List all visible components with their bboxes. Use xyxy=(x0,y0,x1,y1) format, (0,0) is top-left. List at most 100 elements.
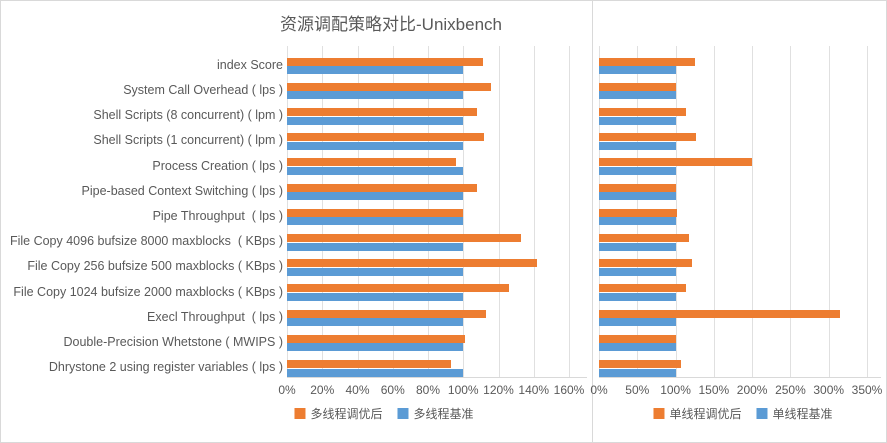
category-label: Process Creation ( lps ) xyxy=(152,158,283,173)
bar-baseline[interactable] xyxy=(599,141,676,150)
category-label: Shell Scripts (8 concurrent) ( lpm ) xyxy=(93,108,283,123)
bar-tuned[interactable] xyxy=(599,183,676,192)
bar-baseline[interactable] xyxy=(287,217,464,226)
bar-baseline[interactable] xyxy=(599,242,676,251)
category-label: File Copy 4096 bufsize 8000 maxblocks ( … xyxy=(9,234,283,249)
bar-baseline[interactable] xyxy=(599,267,676,276)
x-axis-tick-label: 100% xyxy=(447,383,479,397)
gridline xyxy=(790,46,792,377)
x-axis-tick-label: 80% xyxy=(415,383,441,397)
category-label: Double-Precision Whetstone ( MWIPS ) xyxy=(63,334,283,349)
category-label: Pipe Throughput ( lps ) xyxy=(152,208,283,223)
category-label: Shell Scripts (1 concurrent) ( lpm ) xyxy=(93,133,283,148)
legend-label: 单线程调优后 xyxy=(669,407,742,421)
gridline xyxy=(752,46,754,377)
bar-baseline[interactable] xyxy=(599,217,676,226)
gridline xyxy=(713,46,715,377)
x-axis-tick-label: 50% xyxy=(625,383,650,397)
bar-baseline[interactable] xyxy=(287,292,464,301)
gridline xyxy=(463,46,465,377)
bar-baseline[interactable] xyxy=(287,318,464,327)
x-axis-line xyxy=(287,376,587,378)
legend-label: 单线程基准 xyxy=(772,407,833,421)
bar-tuned[interactable] xyxy=(287,284,510,293)
bar-tuned[interactable] xyxy=(287,133,485,142)
bar-baseline[interactable] xyxy=(599,368,676,377)
bar-baseline[interactable] xyxy=(287,242,464,251)
x-axis-tick-label: 0% xyxy=(590,383,608,397)
legend-item[interactable]: 多线程调优后 xyxy=(294,405,383,422)
bar-baseline[interactable] xyxy=(287,267,464,276)
bar-tuned[interactable] xyxy=(599,107,686,116)
bar-tuned[interactable] xyxy=(287,359,451,368)
bar-tuned[interactable] xyxy=(287,208,464,217)
legend-swatch-icon xyxy=(294,408,306,419)
bar-tuned[interactable] xyxy=(599,233,690,242)
bar-baseline[interactable] xyxy=(287,192,464,201)
legend-item[interactable]: 多线程基准 xyxy=(397,405,474,422)
bar-baseline[interactable] xyxy=(599,116,676,125)
x-axis-tick-label: 350% xyxy=(851,383,883,397)
bar-baseline[interactable] xyxy=(599,192,676,201)
x-axis-tick-label: 40% xyxy=(345,383,370,397)
bar-tuned[interactable] xyxy=(287,233,522,242)
legend: 多线程调优后 多线程基准 xyxy=(294,405,474,422)
bar-baseline[interactable] xyxy=(287,116,464,125)
bar-tuned[interactable] xyxy=(599,359,681,368)
x-axis-tick-label: 120% xyxy=(483,383,514,397)
x-axis-tick-label: 20% xyxy=(310,383,335,397)
bar-baseline[interactable] xyxy=(599,318,676,327)
legend: 单线程调优后 单线程基准 xyxy=(653,405,833,422)
bar-baseline[interactable] xyxy=(599,91,676,100)
category-label: Pipe-based Context Switching ( lps ) xyxy=(81,183,283,198)
bar-tuned[interactable] xyxy=(599,334,676,343)
bar-tuned[interactable] xyxy=(287,82,492,91)
bar-baseline[interactable] xyxy=(599,66,676,75)
x-axis-tick-label: 60% xyxy=(380,383,405,397)
legend-label: 多线程基准 xyxy=(413,407,474,421)
legend-swatch-icon xyxy=(653,408,665,419)
bar-tuned[interactable] xyxy=(599,158,753,167)
panel-divider xyxy=(592,1,593,442)
bar-tuned[interactable] xyxy=(287,107,478,116)
bar-tuned[interactable] xyxy=(599,309,841,318)
x-axis-tick-label: 100% xyxy=(660,383,691,397)
bar-tuned[interactable] xyxy=(287,57,483,66)
bar-tuned[interactable] xyxy=(599,82,677,91)
bar-baseline[interactable] xyxy=(287,343,464,352)
gridline xyxy=(533,46,535,377)
bar-tuned[interactable] xyxy=(599,259,693,268)
x-axis-tick-label: 300% xyxy=(813,383,845,397)
bar-baseline[interactable] xyxy=(287,66,464,75)
x-axis-tick-label: 150% xyxy=(698,383,730,397)
legend-item[interactable]: 单线程基准 xyxy=(756,405,833,422)
x-axis-tick-label: 160% xyxy=(553,383,585,397)
x-axis-tick-label: 140% xyxy=(518,383,550,397)
gridline xyxy=(498,46,500,377)
bar-baseline[interactable] xyxy=(287,141,464,150)
x-axis-line xyxy=(599,376,881,378)
bar-baseline[interactable] xyxy=(599,343,676,352)
bar-tuned[interactable] xyxy=(287,183,478,192)
bar-baseline[interactable] xyxy=(599,292,676,301)
bar-tuned[interactable] xyxy=(287,334,465,343)
legend-item[interactable]: 单线程调优后 xyxy=(653,405,742,422)
bar-tuned[interactable] xyxy=(599,57,696,66)
bar-tuned[interactable] xyxy=(599,284,686,293)
bar-tuned[interactable] xyxy=(287,158,457,167)
x-axis-tick-label: 0% xyxy=(278,383,296,397)
bar-baseline[interactable] xyxy=(287,166,464,175)
legend-swatch-icon xyxy=(397,408,409,419)
bar-baseline[interactable] xyxy=(287,368,464,377)
bar-tuned[interactable] xyxy=(599,208,678,217)
x-axis-tick-label: 250% xyxy=(775,383,806,397)
category-label: File Copy 256 bufsize 500 maxblocks ( KB… xyxy=(27,259,283,274)
bar-baseline[interactable] xyxy=(599,166,676,175)
bar-tuned[interactable] xyxy=(287,259,538,268)
gridline xyxy=(828,46,830,377)
bar-tuned[interactable] xyxy=(287,309,487,318)
bar-tuned[interactable] xyxy=(599,133,697,142)
bar-baseline[interactable] xyxy=(287,91,464,100)
category-label: File Copy 1024 bufsize 2000 maxblocks ( … xyxy=(13,284,283,299)
